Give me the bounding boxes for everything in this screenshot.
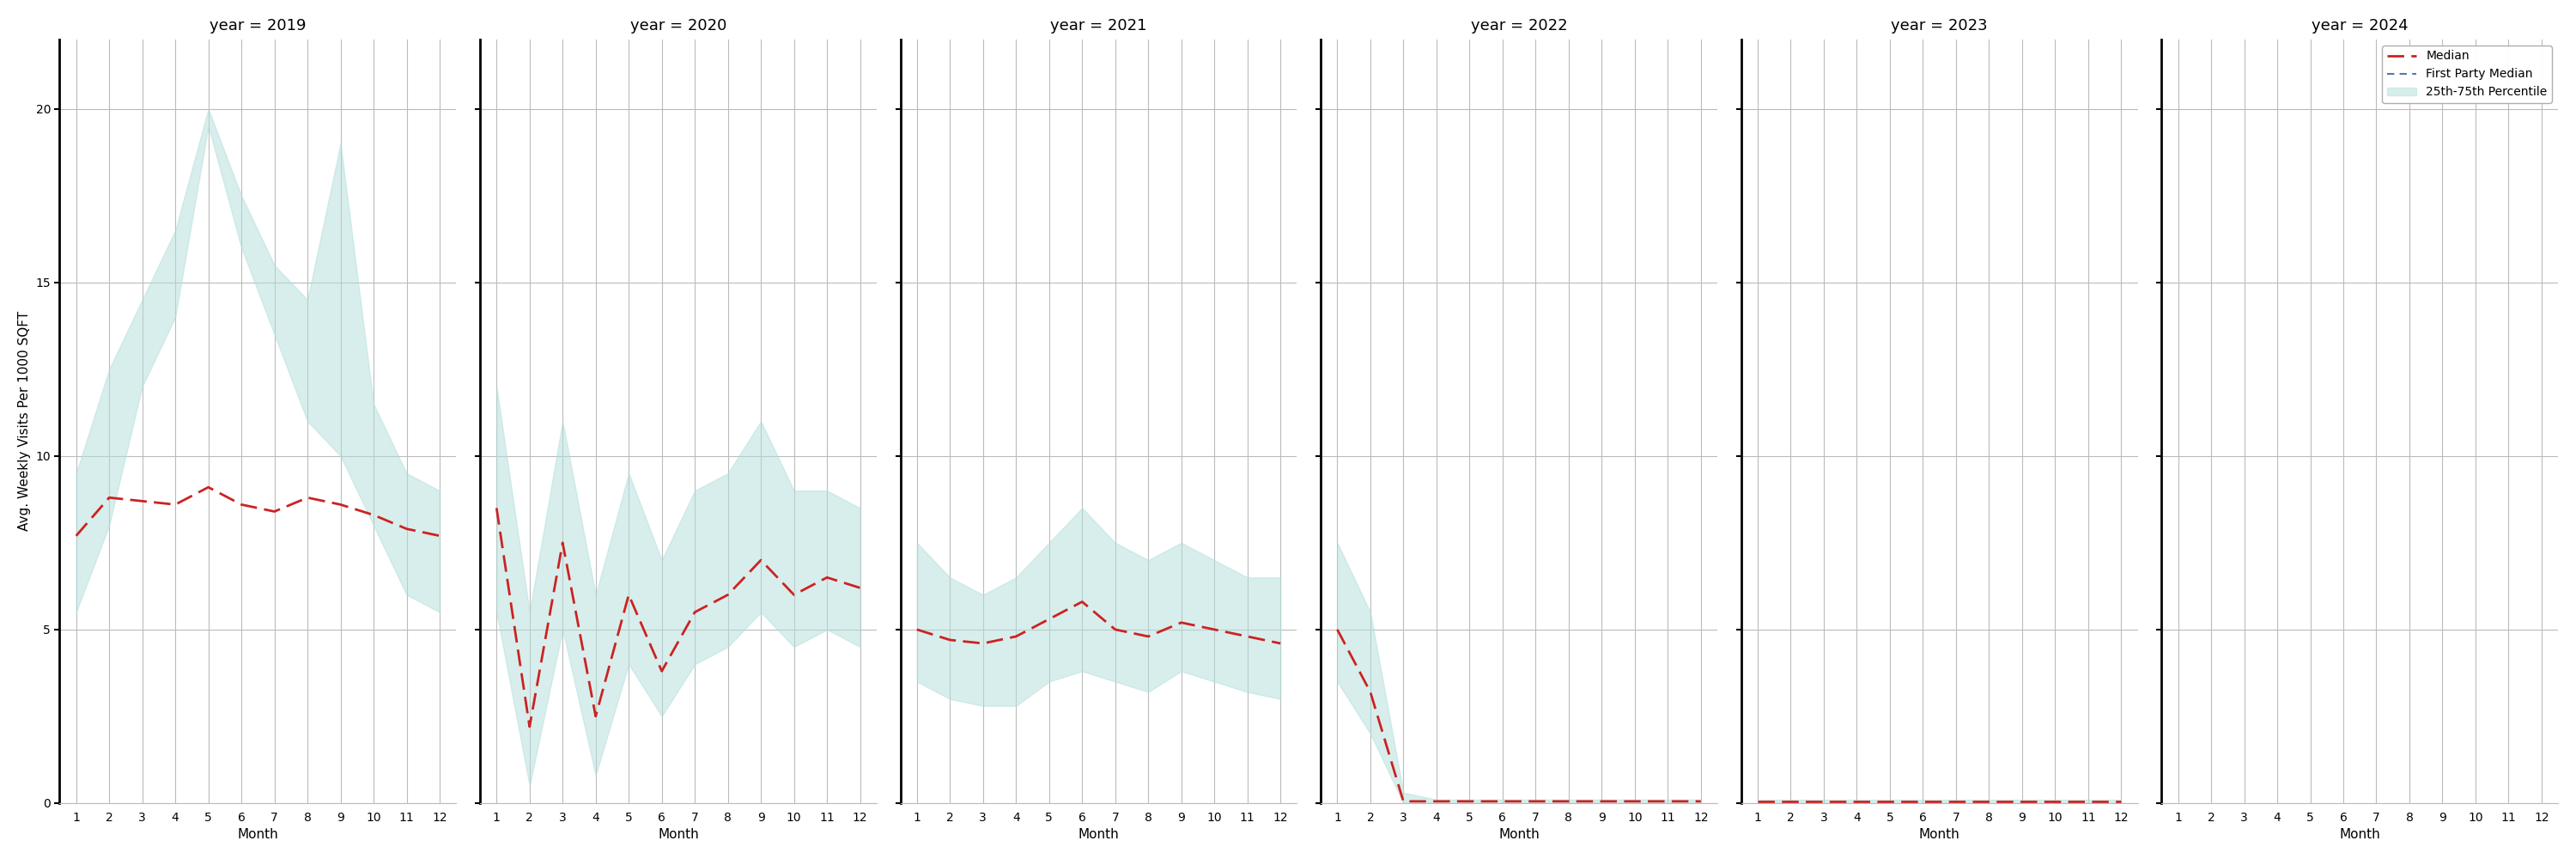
Legend: Median, First Party Median, 25th-75th Percentile: Median, First Party Median, 25th-75th Pe…: [2383, 46, 2553, 103]
Median: [1587, 796, 1618, 807]
X-axis label: Month: Month: [1499, 828, 1540, 841]
Title: year = 2019: year = 2019: [209, 18, 307, 34]
Median: [291, 492, 322, 503]
Median: [1685, 796, 1716, 807]
Median: [325, 499, 355, 509]
Median: [546, 538, 577, 548]
Median: [647, 666, 677, 676]
Median: [935, 635, 966, 645]
X-axis label: Month: Month: [237, 828, 278, 841]
X-axis label: Month: Month: [1919, 828, 1960, 841]
Median: [845, 582, 876, 593]
Median: [778, 589, 809, 600]
Median: [482, 503, 513, 513]
Line: Median: Median: [917, 602, 1280, 643]
Median: [193, 482, 224, 492]
Median: [1741, 796, 1772, 807]
Median: [1486, 796, 1517, 807]
Median: [613, 589, 644, 600]
Median: [1842, 796, 1873, 807]
Median: [1651, 796, 1682, 807]
X-axis label: Month: Month: [657, 828, 698, 841]
Median: [969, 638, 999, 649]
Median: [160, 499, 191, 509]
Title: year = 2023: year = 2023: [1891, 18, 1989, 34]
Median: [126, 496, 157, 506]
Median: [1167, 618, 1198, 628]
Median: [1620, 796, 1651, 807]
Median: [2040, 796, 2071, 807]
Median: [62, 531, 93, 541]
Median: [1906, 796, 1937, 807]
Median: [1553, 796, 1584, 807]
Median: [811, 572, 842, 582]
Median: [1940, 796, 1971, 807]
Title: year = 2020: year = 2020: [631, 18, 726, 34]
Median: [1265, 638, 1296, 649]
Median: [1808, 796, 1839, 807]
Line: Median: Median: [497, 508, 860, 727]
Median: [1422, 796, 1453, 807]
Median: [1973, 796, 2004, 807]
Median: [1100, 624, 1131, 635]
Line: Median: Median: [1337, 630, 1700, 801]
Median: [392, 524, 422, 534]
Median: [260, 506, 291, 516]
Median: [744, 555, 775, 565]
Title: year = 2021: year = 2021: [1051, 18, 1146, 34]
Median: [902, 624, 933, 635]
Median: [1198, 624, 1229, 635]
Median: [2074, 796, 2105, 807]
Median: [1520, 796, 1551, 807]
Median: [227, 499, 258, 509]
Line: Median: Median: [77, 487, 440, 536]
Median: [1033, 614, 1064, 624]
Title: year = 2022: year = 2022: [1471, 18, 1566, 34]
X-axis label: Month: Month: [1079, 828, 1118, 841]
Median: [2105, 796, 2136, 807]
X-axis label: Month: Month: [2339, 828, 2380, 841]
Median: [425, 531, 456, 541]
Median: [2007, 796, 2038, 807]
Median: [1775, 796, 1806, 807]
Median: [680, 607, 711, 618]
Median: [1875, 796, 1906, 807]
Median: [1453, 796, 1484, 807]
Median: [1355, 687, 1386, 698]
Median: [1321, 624, 1352, 635]
Median: [714, 589, 744, 600]
Median: [1066, 597, 1097, 607]
Median: [93, 492, 124, 503]
Median: [358, 510, 389, 521]
Median: [580, 711, 611, 722]
Median: [1388, 796, 1419, 807]
Median: [515, 722, 546, 732]
Title: year = 2024: year = 2024: [2311, 18, 2409, 34]
Median: [1133, 631, 1164, 642]
Y-axis label: Avg. Weekly Visits Per 1000 SQFT: Avg. Weekly Visits Per 1000 SQFT: [18, 311, 31, 531]
Median: [1231, 631, 1262, 642]
Median: [999, 631, 1030, 642]
